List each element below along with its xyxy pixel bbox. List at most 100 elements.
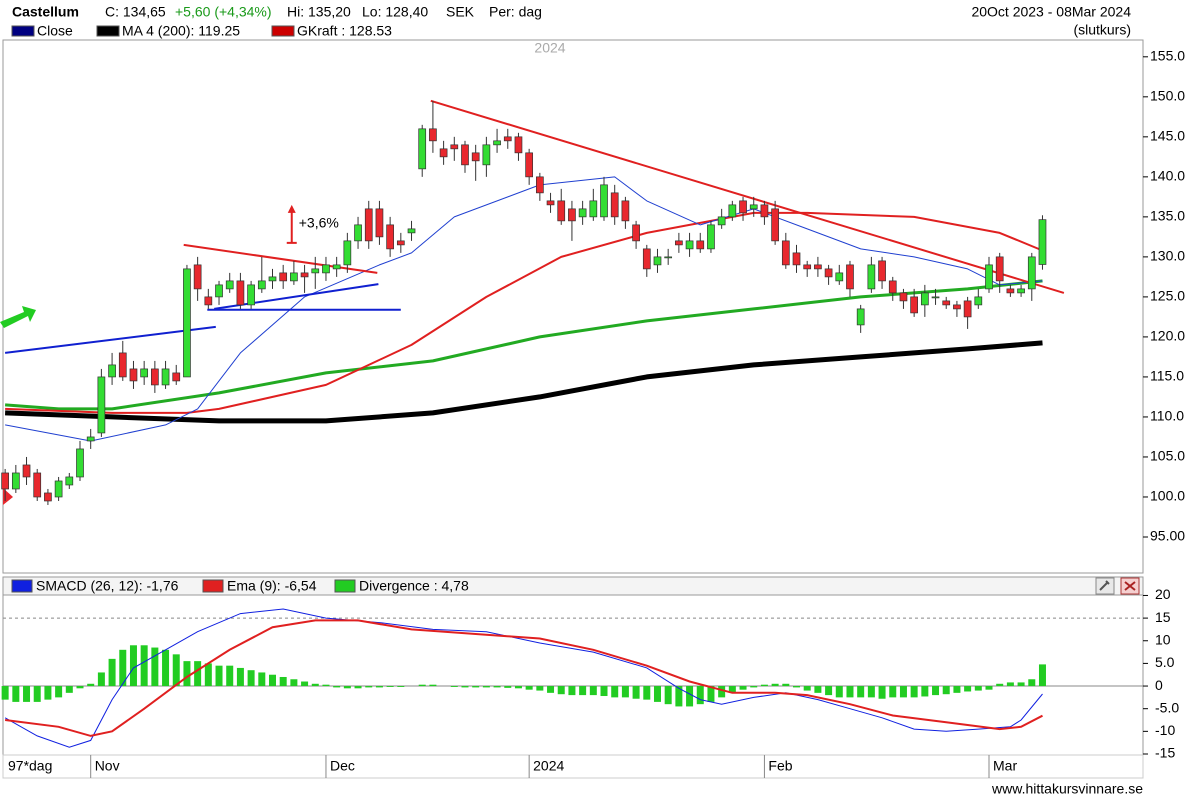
divergence-bar (942, 686, 950, 695)
divergence-bar (750, 686, 758, 688)
candle-body (461, 144, 469, 166)
divergence-bar (12, 686, 20, 702)
divergence-bar (739, 686, 747, 690)
legend-swatch (11, 579, 33, 593)
candle-body (632, 224, 640, 242)
divergence-bar (846, 686, 854, 698)
divergence-bar (782, 683, 790, 687)
symbol: Castellum (12, 4, 79, 20)
divergence-bar (771, 683, 779, 687)
price-type: (slutkurs) (1073, 22, 1131, 38)
candle-body (792, 252, 801, 266)
divergence-bar (493, 686, 501, 688)
candle-body (835, 272, 844, 282)
candle-body (525, 152, 534, 178)
indicator-line (5, 176, 1043, 442)
candle-body (354, 224, 362, 242)
x-tick-label: Nov (95, 758, 120, 774)
y-tick-label: -10 (1155, 722, 1175, 738)
footer: www.hittakursvinnare.se (991, 781, 1143, 797)
candle-body (535, 176, 544, 194)
divergence-bar (279, 676, 287, 687)
divergence-bar (814, 686, 822, 693)
candle-body (204, 296, 213, 306)
candle-body (749, 204, 758, 210)
divergence-bar (418, 684, 426, 687)
divergence-bar (910, 686, 918, 698)
divergence-bar (162, 649, 170, 687)
candle-body (621, 200, 630, 222)
low-value: Lo: 128,40 (362, 4, 428, 20)
divergence-bar (825, 686, 833, 696)
candle-body (557, 200, 566, 222)
candle-body (610, 192, 619, 218)
candle-body (22, 464, 31, 478)
divergence-bar (675, 686, 683, 707)
period-label: 97*dag (8, 758, 52, 774)
divergence-bar (964, 686, 972, 692)
candle-body (257, 280, 266, 290)
candle-body (161, 368, 170, 386)
candle-body (118, 352, 127, 378)
candle-body (514, 136, 523, 154)
candle-body (97, 376, 106, 434)
candle-body (482, 144, 491, 166)
candle-body (439, 148, 448, 158)
candle-body (375, 208, 384, 238)
divergence-bar (718, 686, 726, 698)
annotation-head (287, 204, 296, 213)
candle-body (985, 264, 993, 290)
x-tick-label: Feb (768, 758, 792, 774)
candle-body (814, 264, 822, 270)
divergence-bar (365, 686, 373, 688)
candle-body (803, 264, 812, 270)
divergence-bar (974, 686, 982, 691)
legend-swatch (271, 25, 295, 37)
divergence-bar (1006, 682, 1014, 687)
candle-body (1006, 288, 1015, 294)
x-axis-strip (2, 754, 1144, 779)
divergence-bar (793, 686, 801, 688)
y-tick-label: 15 (1155, 609, 1171, 625)
candle-body (653, 256, 662, 266)
divergence-bar (151, 647, 159, 687)
candle-body (664, 256, 673, 259)
divergence-bar (129, 645, 137, 687)
divergence-bar (183, 661, 191, 687)
divergence-bar (311, 683, 319, 687)
trend-line (183, 243, 378, 274)
candle-body (33, 472, 42, 498)
candle-body (151, 368, 159, 386)
divergence-bar (921, 686, 929, 697)
divergence-bar (600, 686, 608, 697)
currency: SEK (446, 4, 475, 20)
divergence-bar (932, 686, 940, 696)
candle-body (696, 240, 705, 250)
x-tick-label: 2024 (533, 758, 564, 774)
candle-body (578, 208, 587, 218)
candle-body (450, 144, 459, 150)
candle-body (846, 264, 854, 290)
candle-body (931, 296, 940, 299)
divergence-bar (236, 667, 244, 687)
divergence-bar (44, 686, 52, 700)
divergence-bar (867, 686, 875, 698)
divergence-bar (397, 686, 405, 687)
y-tick-label: 115.0 (1150, 368, 1184, 384)
y-tick-label: -5.0 (1155, 699, 1179, 715)
divergence-bar (889, 686, 897, 698)
date-range: 20Oct 2023 - 08Mar 2024 (971, 4, 1131, 20)
divergence-bar (194, 661, 202, 687)
candle-body (11, 472, 20, 490)
divergence-bar (835, 686, 843, 698)
candle-body (568, 208, 576, 222)
indicator-line (5, 211, 1043, 414)
divergence-bar (87, 683, 95, 687)
candle-body (953, 304, 961, 310)
candle-body (247, 284, 255, 306)
divergence-bar (686, 686, 694, 707)
legend-swatch (11, 25, 35, 37)
y-tick-label: 125.0 (1150, 288, 1185, 304)
header-bg (0, 0, 1200, 40)
